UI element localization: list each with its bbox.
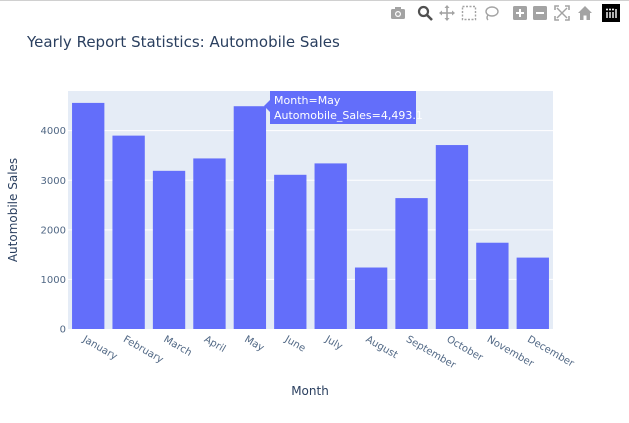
x-axis-title: Month [291, 384, 329, 398]
y-axis-ticks: 0 1000 2000 3000 4000 [41, 126, 66, 335]
gridlines [68, 130, 553, 280]
top-border [0, 0, 629, 1]
zoom-in-icon[interactable] [511, 4, 529, 22]
bar-february[interactable] [112, 135, 145, 329]
reset-axes-icon[interactable] [576, 4, 594, 22]
camera-icon[interactable] [389, 4, 407, 22]
hover-line-month: Month=May [274, 94, 341, 107]
bar-december[interactable] [516, 257, 549, 329]
bar-may[interactable] [233, 106, 267, 329]
hover-box [270, 91, 416, 124]
y-axis-title: Automobile Sales [6, 158, 20, 262]
hover-pointer [264, 100, 270, 112]
x-tick-label: March [162, 334, 194, 359]
bar-june[interactable] [274, 174, 307, 329]
bar-july[interactable] [314, 163, 347, 329]
y-tick-label: 1000 [41, 275, 66, 286]
bar-september[interactable] [395, 198, 428, 329]
pan-icon[interactable] [438, 4, 456, 22]
y-tick-label: 3000 [41, 176, 66, 187]
hover-line-sales: Automobile_Sales=4,493.1 [274, 109, 423, 122]
x-tick-label: July [322, 334, 344, 353]
lasso-select-icon[interactable] [482, 4, 500, 22]
bar-march[interactable] [152, 170, 186, 329]
bar-november[interactable] [476, 242, 509, 329]
x-tick-label: August [364, 334, 400, 361]
x-tick-label: February [121, 334, 165, 366]
bars [72, 102, 549, 330]
y-tick-label: 2000 [41, 225, 66, 236]
hover-tooltip: Month=May Automobile_Sales=4,493.1 [264, 91, 423, 124]
zoom-icon[interactable] [416, 4, 434, 22]
autoscale-icon[interactable] [553, 4, 571, 22]
zoom-out-icon[interactable] [531, 4, 549, 22]
box-select-icon[interactable] [460, 4, 478, 22]
bar-january[interactable] [72, 102, 105, 330]
bar-october[interactable] [435, 145, 469, 329]
y-tick-label: 4000 [41, 126, 66, 137]
x-tick-label: December [525, 334, 576, 370]
x-tick-label: January [80, 334, 119, 363]
bar-august[interactable] [354, 267, 388, 329]
x-tick-label: April [202, 334, 227, 355]
x-tick-label: May [242, 334, 265, 354]
plotly-logo-icon[interactable] [602, 4, 620, 22]
bar-april[interactable] [193, 158, 226, 329]
chart-title: Yearly Report Statistics: Automobile Sal… [26, 33, 340, 51]
x-tick-label: June [282, 334, 307, 355]
y-tick-label: 0 [60, 325, 66, 336]
